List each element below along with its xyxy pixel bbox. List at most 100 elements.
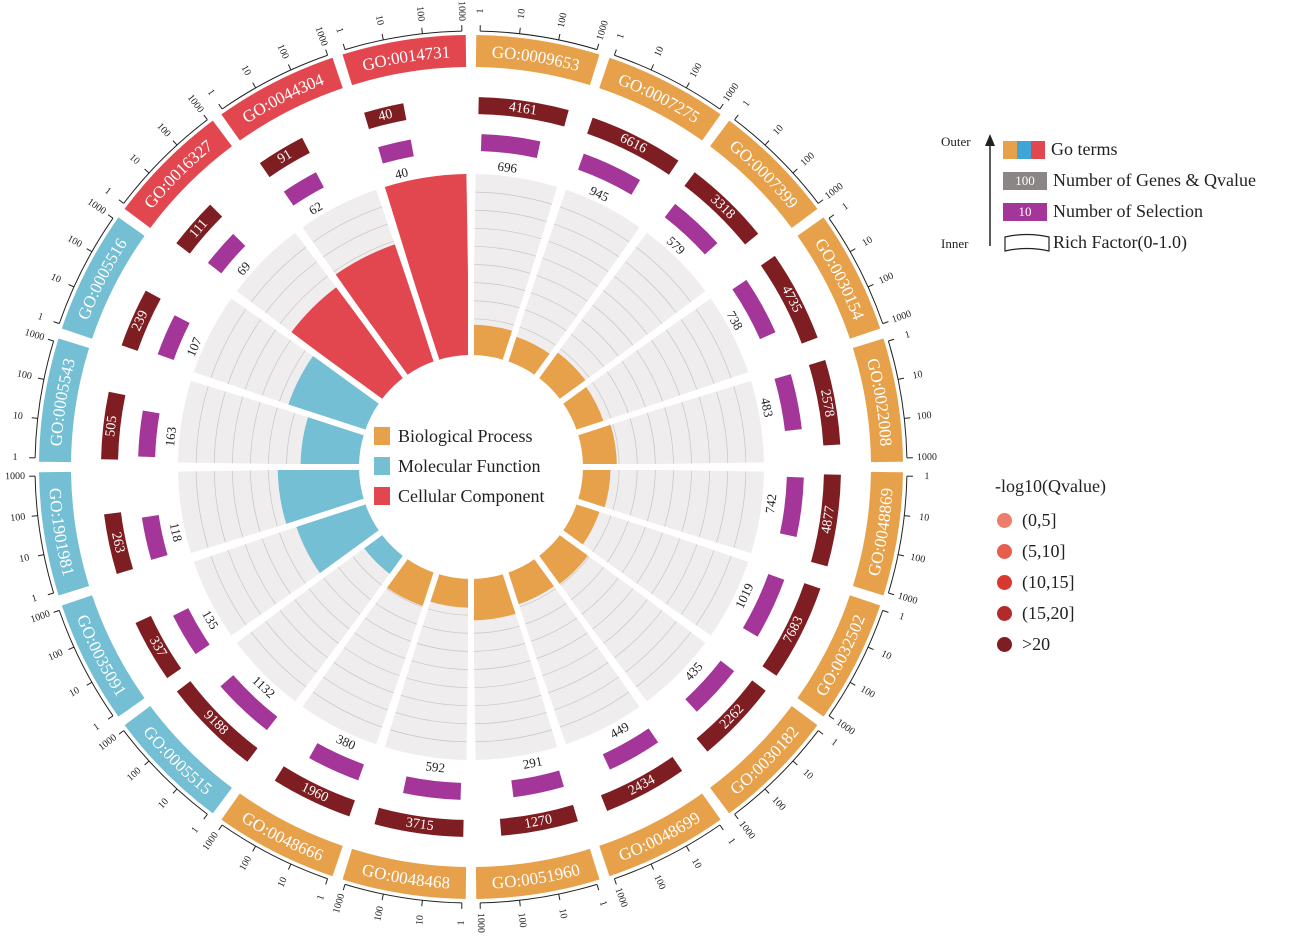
axis-tick-label: 10: [12, 410, 23, 422]
axis-tick-label: 1000: [834, 717, 857, 737]
axis-tick-label: 10: [912, 369, 924, 382]
rich-gridline: [400, 694, 468, 707]
rich-factor-bar: [472, 574, 517, 621]
rich-track-bg: [578, 380, 764, 466]
axis-tick-label: 1: [205, 87, 217, 97]
axis-arc: [828, 610, 884, 717]
axis-tick-label: 1000: [917, 452, 937, 463]
rich-gridline: [664, 470, 674, 527]
rich-gridline: [606, 520, 629, 563]
rich-gridline: [473, 318, 515, 326]
axis-tick-label: 1000: [612, 886, 629, 909]
genes-bar: [259, 137, 310, 178]
selection-value: 742: [762, 493, 779, 514]
axis-tick-label: 10: [800, 767, 815, 782]
genes-value: 505: [103, 415, 120, 438]
axis-arc: [34, 340, 55, 458]
axis-arc: [614, 824, 721, 880]
rich-gridline: [474, 227, 542, 240]
axis-tick: [342, 43, 346, 50]
axis-tick: [613, 878, 617, 885]
rich-gridline: [294, 599, 339, 644]
axis-tick-label: 1: [333, 26, 345, 34]
axis-tick: [904, 417, 911, 419]
rich-gridline: [279, 275, 328, 324]
selection-value: 40: [393, 164, 409, 182]
rich-gridline: [614, 275, 663, 324]
genes-bar: [104, 512, 134, 574]
rich-gridline: [591, 514, 612, 553]
rich-gridline: [333, 662, 394, 694]
rich-gridline: [559, 555, 590, 586]
rich-gridline: [636, 350, 663, 402]
qvalue-dot: [997, 606, 1012, 621]
rich-gridline: [312, 206, 383, 243]
axis-arc: [828, 217, 884, 324]
rich-gridline: [646, 469, 656, 522]
rich-factor-bar: [578, 468, 611, 509]
axis-tick-label: 100: [556, 12, 570, 29]
sector-gap: [295, 555, 408, 708]
go-term-segment: [797, 217, 881, 339]
axis-tick: [107, 715, 114, 720]
axis-tick: [47, 338, 54, 342]
axis-tick: [882, 609, 889, 613]
axis-tick: [118, 730, 125, 735]
rich-gridline: [695, 308, 732, 379]
go-term-segment: [124, 706, 232, 814]
axis-tick: [218, 824, 223, 831]
selection-bar: [220, 675, 278, 731]
rich-gridline: [473, 642, 526, 652]
axis-arc: [58, 217, 114, 324]
axis-tick: [764, 788, 770, 794]
rich-gridline: [570, 333, 605, 368]
selection-value: 163: [162, 426, 179, 447]
axis-tick: [53, 321, 60, 325]
genes-bar: [684, 172, 759, 245]
axis-tick-label: 100: [16, 368, 33, 382]
axis-tick: [596, 884, 600, 891]
rich-gridline: [474, 264, 531, 274]
axis-tick-label: 10: [879, 648, 893, 662]
rich-track-bg: [302, 558, 435, 745]
rich-gridline: [231, 396, 244, 464]
axis-tick: [867, 646, 874, 651]
center-disc: [360, 356, 582, 578]
axis-tick: [734, 114, 739, 121]
rich-factor-bar: [291, 287, 404, 400]
axis-tick: [828, 715, 835, 720]
axis-tick-label: 10: [49, 272, 63, 286]
go-term-segment: [475, 35, 600, 86]
rich-factor-bar: [429, 574, 470, 608]
rich-gridline: [390, 729, 467, 743]
genes-bar: [274, 766, 355, 817]
rich-factor-bar: [578, 424, 617, 466]
rich-track-bg: [562, 298, 749, 431]
rich-gridline: [666, 329, 698, 390]
rich-gridline: [473, 282, 526, 292]
rich-track-bg: [538, 534, 706, 702]
rich-gridline: [603, 290, 648, 335]
rich-gridline: [227, 319, 262, 384]
rich-gridline: [554, 676, 619, 711]
axis-tick-label: 1000: [23, 327, 45, 343]
legend-genes: 100 Number of Genes & Qvalue: [1003, 170, 1256, 191]
axis-tick: [68, 283, 75, 288]
axis-tick-label: 1000: [185, 92, 206, 115]
rich-gridline: [680, 319, 715, 384]
axis-tick-label: 1: [30, 593, 38, 605]
axis-tick: [650, 64, 655, 71]
rich-gridline: [681, 402, 692, 464]
axis-arc: [614, 54, 721, 110]
sector-gap: [230, 291, 383, 404]
rich-gridline: [261, 339, 291, 396]
qvalue-label: (5,10]: [1022, 541, 1066, 561]
rich-gridline: [621, 360, 646, 408]
axis-tick: [381, 33, 384, 41]
rich-gridline: [698, 470, 711, 538]
rich-gridline: [195, 471, 209, 548]
category-label: Biological Process: [398, 426, 532, 446]
axis-arc: [480, 30, 598, 51]
axis-tick-label: 100: [909, 552, 926, 566]
